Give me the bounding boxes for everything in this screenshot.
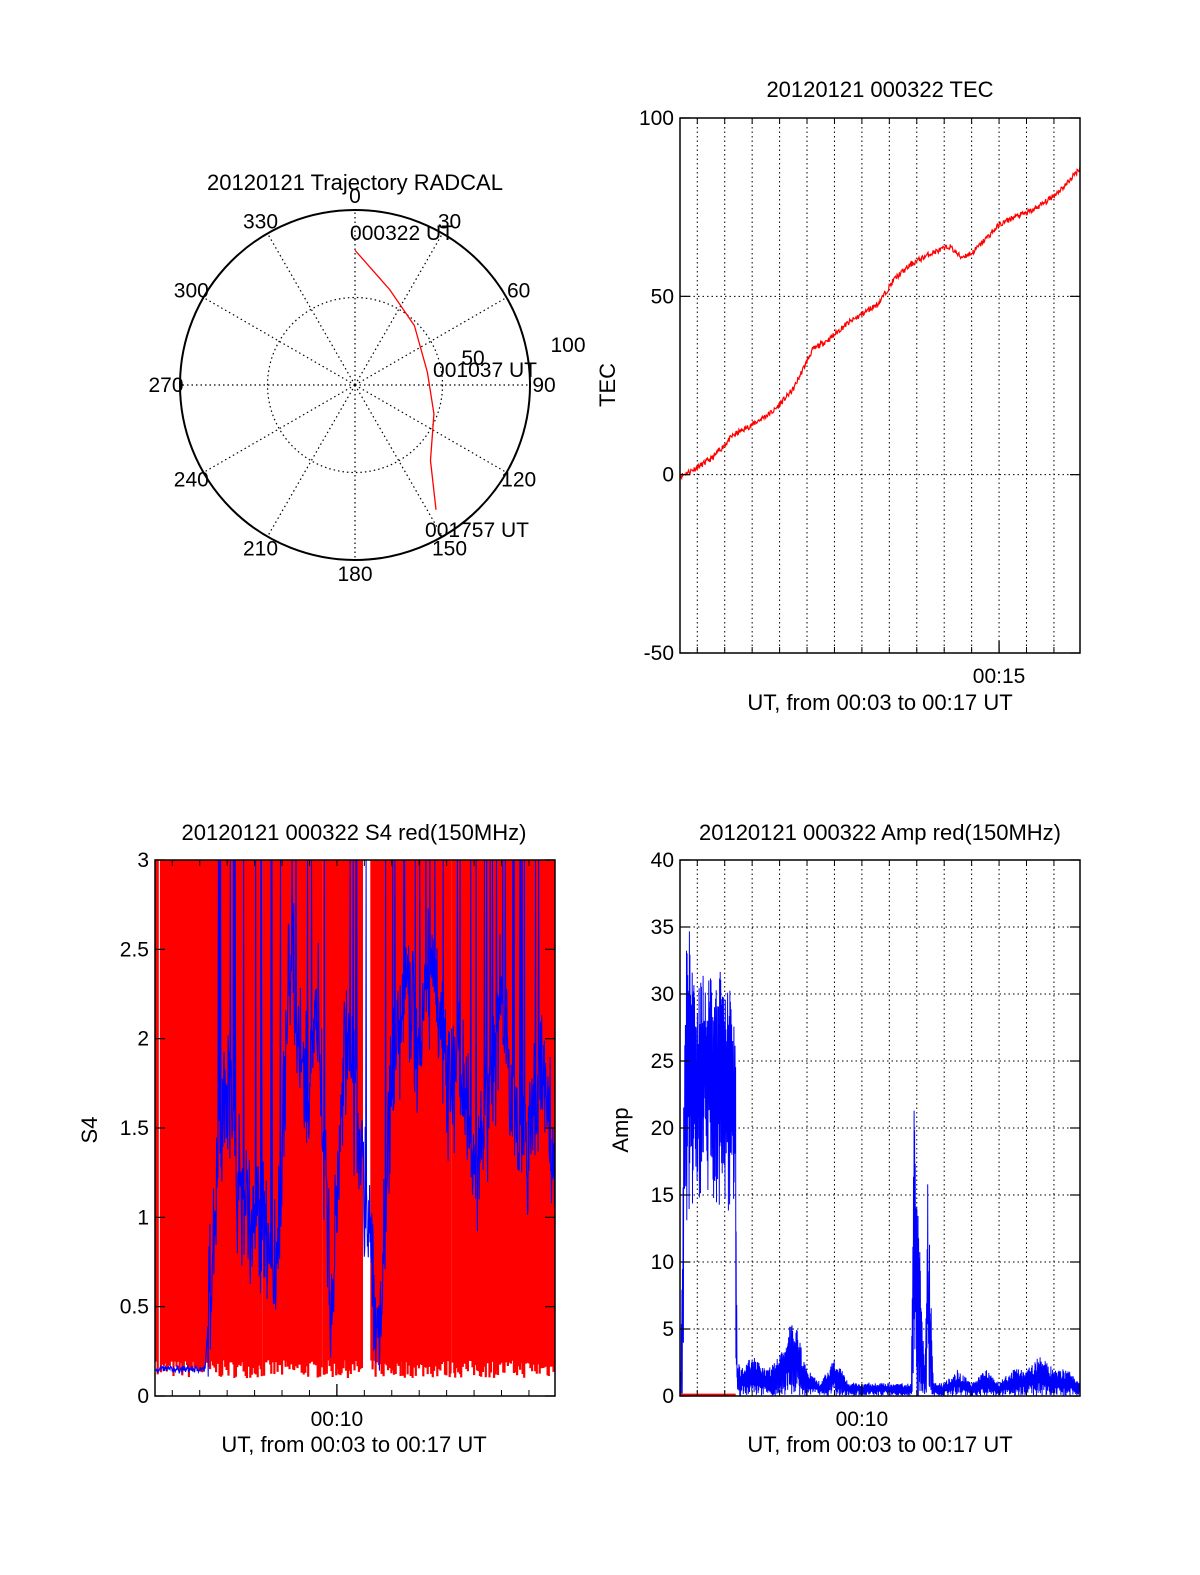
- spoke-210: [266, 384, 356, 537]
- y-tick-label: 30: [651, 983, 674, 1006]
- angle-label: 270: [148, 374, 183, 397]
- annotation-end: 001757 UT: [425, 519, 529, 542]
- y-tick-label: 100: [639, 107, 674, 130]
- y-tick-label: 0: [662, 464, 674, 487]
- angle-label: 60: [507, 280, 530, 303]
- angle-label: 330: [243, 210, 278, 233]
- y-tick-label: 2: [137, 1028, 149, 1051]
- s4-chart: 20120121 000322 S4 red(150MHz) 3 2.5 2 1.5 1…: [77, 820, 556, 1457]
- x-axis-label: UT, from 00:03 to 00:17 UT: [221, 1432, 486, 1457]
- angle-label: 90: [532, 374, 555, 397]
- y-tick-label: 0.5: [120, 1296, 149, 1319]
- radius-label: 100: [550, 334, 585, 357]
- y-tick-label: 0: [662, 1385, 674, 1408]
- y-tick-label: 10: [651, 1251, 674, 1274]
- polar-trajectory-chart: 20120121 Trajectory RADCAL 0 30 60 90 120 150…: [148, 170, 585, 586]
- spoke-30: [354, 233, 444, 386]
- angle-label: 240: [174, 469, 209, 492]
- y-tick-label: 1: [137, 1206, 149, 1229]
- amp-blue-series: [680, 931, 1081, 1397]
- y-tick-label: 0: [137, 1385, 149, 1408]
- chart-title: 20120121 Trajectory RADCAL: [207, 170, 503, 195]
- angle-label: 0: [349, 185, 361, 208]
- outer-ring: [179, 209, 531, 561]
- x-tick-label: 00:10: [836, 1408, 889, 1431]
- y-tick-label: 35: [651, 916, 674, 939]
- annotation-start: 000322 UT: [350, 222, 454, 245]
- angle-label: 210: [243, 538, 278, 561]
- x-axis-label: UT, from 00:03 to 00:17 UT: [747, 690, 1012, 715]
- radius-label: 50: [461, 347, 484, 370]
- ring-50: [266, 296, 444, 474]
- angle-label: 300: [174, 280, 209, 303]
- y-axis-label: Amp: [608, 1107, 633, 1152]
- spoke-240: [203, 384, 356, 474]
- chart-title: 20120121 000322 Amp red(150MHz): [699, 820, 1061, 845]
- y-axis-label: S4: [77, 1117, 102, 1144]
- y-tick-label: 1.5: [120, 1117, 149, 1140]
- x-tick-label: 00:15: [973, 665, 1026, 688]
- tec-chart: 20120121 000322 TEC 100 50 0 -50 00:15 UT, f…: [595, 77, 1081, 715]
- y-tick-label: 25: [651, 1050, 674, 1073]
- plot-frame: [679, 117, 1081, 654]
- angle-label: 30: [438, 210, 461, 233]
- y-tick-label: 15: [651, 1184, 674, 1207]
- y-tick-label: 20: [651, 1117, 674, 1140]
- x-tick-label: 00:10: [311, 1408, 364, 1431]
- chart-title: 20120121 000322 S4 red(150MHz): [182, 820, 527, 845]
- s4-blue-series: [155, 859, 556, 1377]
- angle-label: 120: [501, 469, 536, 492]
- x-axis-label: UT, from 00:03 to 00:17 UT: [747, 1432, 1012, 1457]
- tec-series-line: [679, 166, 1081, 481]
- y-tick-label: 2.5: [120, 938, 149, 961]
- angle-label: 150: [432, 538, 467, 561]
- y-tick-label: 50: [651, 285, 674, 308]
- chart-title: 20120121 000322 TEC: [766, 77, 993, 102]
- y-tick-label: 40: [651, 849, 674, 872]
- annotation-mid: 001037 UT: [433, 359, 537, 382]
- y-tick-label: 3: [137, 849, 149, 872]
- y-tick-label: -50: [644, 642, 674, 665]
- amp-chart: 20120121 000322 Amp red(150MHz) 40 35 30 25…: [608, 820, 1081, 1457]
- angle-label: 180: [337, 563, 372, 586]
- trajectory-line: [354, 249, 437, 510]
- y-axis-label: TEC: [595, 363, 620, 407]
- y-tick-label: 5: [662, 1318, 674, 1341]
